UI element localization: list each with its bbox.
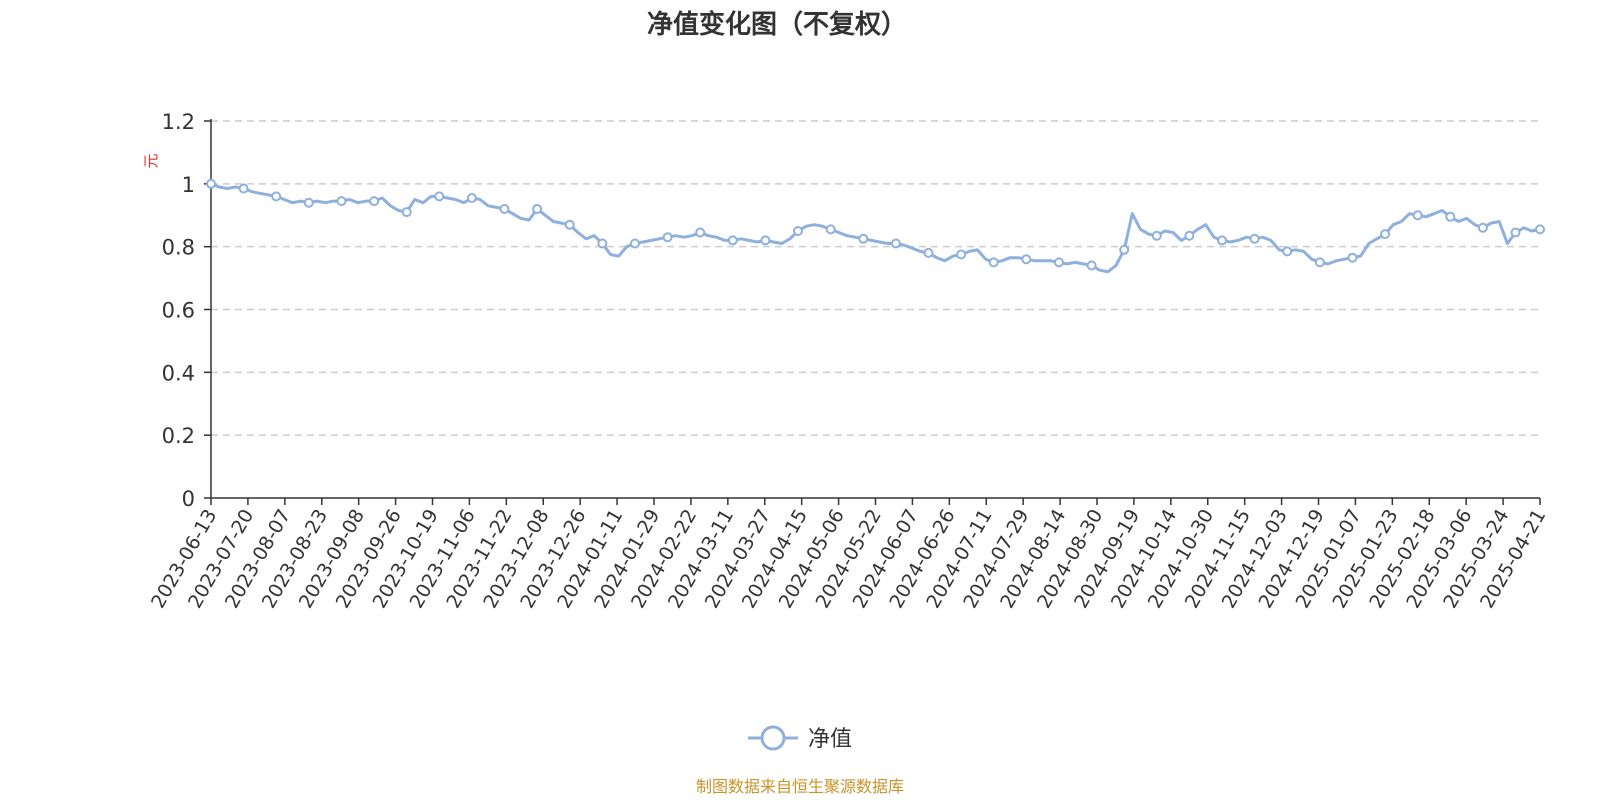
y-tick-label: 1.2 [162,110,195,134]
series-point[interactable] [401,207,412,218]
series-point[interactable] [793,226,803,236]
series-point[interactable] [923,247,934,258]
series-point[interactable] [825,224,836,235]
series-point[interactable] [630,238,640,249]
y-tick-label: 0.2 [162,424,195,448]
series-net-value [206,178,1545,274]
series-point[interactable] [1282,246,1293,257]
series-point[interactable] [434,191,445,202]
series-point[interactable] [760,235,771,246]
y-tick-label: 0.8 [162,236,195,260]
series-point[interactable] [1054,257,1064,268]
series-point[interactable] [695,227,706,238]
y-axis-ticks: 0 0.2 0.4 0.6 0.8 1 1.2 [162,110,211,511]
chart-title: 净值变化图（不复权） [647,9,907,40]
series-point[interactable] [466,193,477,203]
series-point[interactable] [1021,254,1032,265]
series-point[interactable] [271,191,282,202]
legend-label: 净值 [808,727,852,752]
legend[interactable]: 净值 [748,725,852,752]
series-point[interactable] [890,238,901,249]
series-line [210,182,1541,274]
series-point[interactable] [532,204,543,214]
y-tick-label: 1 [182,173,195,197]
series-point[interactable] [1151,230,1162,241]
series-point[interactable] [1477,222,1488,233]
series-point[interactable] [1086,260,1097,271]
series-point[interactable] [727,235,738,246]
x-axis-ticks: 2023-06-132023-07-202023-08-072023-08-23… [147,498,1550,612]
source-note: 制图数据来自恒生聚源数据库 [696,777,904,796]
series-point[interactable] [369,196,380,207]
series-point[interactable] [988,257,999,268]
series-point[interactable] [1217,235,1227,246]
series-point[interactable] [1249,233,1260,244]
series-point[interactable] [336,196,347,207]
series-point[interactable] [1119,244,1130,255]
series-point[interactable] [662,232,673,243]
series-point[interactable] [1314,257,1325,268]
series-point[interactable] [1445,211,1456,222]
y-axis-unit-label: 元 [142,153,160,168]
series-point[interactable] [238,183,249,194]
y-tick-label: 0.6 [162,299,195,323]
y-tick-label: 0.4 [162,361,195,385]
series-point[interactable] [499,204,510,214]
series-point[interactable] [597,238,608,249]
series-point[interactable] [1347,252,1358,263]
y-tick-label: 0 [182,487,195,511]
axes [210,119,1540,499]
series-point[interactable] [303,197,314,208]
series-point[interactable] [956,249,967,260]
series-point[interactable] [1412,210,1423,221]
series-point[interactable] [206,178,216,189]
series-point[interactable] [858,233,869,244]
series-point[interactable] [1535,224,1545,235]
series-point[interactable] [1510,227,1521,238]
series-point[interactable] [1184,230,1195,241]
series-point[interactable] [1380,229,1391,240]
legend-marker-icon [760,725,786,751]
series-point[interactable] [564,219,575,230]
gridlines [211,120,1540,436]
